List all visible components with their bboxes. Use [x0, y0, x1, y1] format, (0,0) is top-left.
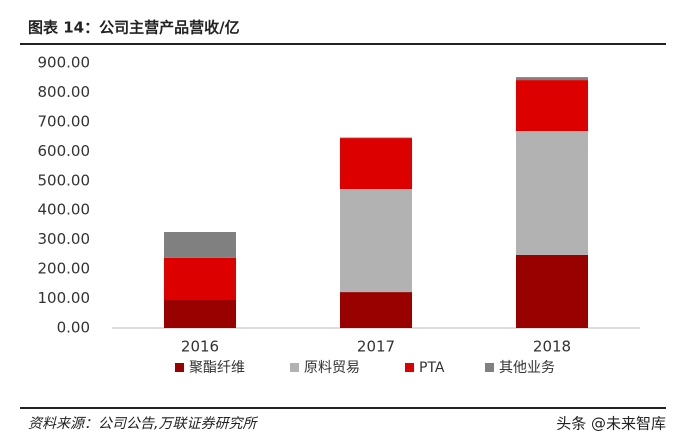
legend-label: 聚酯纤维: [189, 360, 245, 376]
y-tick-label: 300.00: [38, 230, 91, 248]
legend-swatch: [405, 363, 414, 372]
x-tick-label: 2016: [181, 338, 219, 356]
bar-segment: [340, 138, 412, 190]
y-tick-label: 600.00: [38, 142, 91, 160]
y-tick-label: 100.00: [38, 289, 91, 307]
x-tick-label: 2017: [357, 338, 395, 356]
legend-label: 其他业务: [499, 360, 555, 376]
x-tick-label: 2018: [533, 338, 571, 356]
y-tick-label: 800.00: [38, 83, 91, 101]
bar-segment: [340, 137, 412, 139]
bar-segment: [516, 131, 588, 255]
y-tick-label: 400.00: [38, 201, 91, 219]
bar-segment: [340, 189, 412, 293]
source-note: 资料来源：公司公告,万联证券研究所: [28, 416, 258, 432]
bar-segment: [516, 80, 588, 132]
legend-swatch: [485, 363, 494, 372]
watermark: 头条 @未来智库: [556, 415, 666, 433]
bar-segment: [516, 254, 588, 328]
bar-segment: [164, 300, 236, 328]
chart-title: 图表 14：公司主营产品营收/亿: [28, 19, 240, 37]
bar-segment: [164, 257, 236, 301]
legend-label: 原料贸易: [304, 360, 360, 376]
bar-segment: [164, 232, 236, 258]
legend-swatch: [290, 363, 299, 372]
y-tick-label: 0.00: [57, 319, 90, 337]
legend-label: PTA: [419, 360, 445, 376]
y-tick-label: 200.00: [38, 260, 91, 278]
legend-swatch: [175, 363, 184, 372]
y-tick-label: 700.00: [38, 112, 91, 130]
y-tick-label: 900.00: [38, 54, 91, 72]
y-tick-label: 500.00: [38, 171, 91, 189]
bar-segment: [516, 77, 588, 81]
bar-segment: [340, 292, 412, 328]
